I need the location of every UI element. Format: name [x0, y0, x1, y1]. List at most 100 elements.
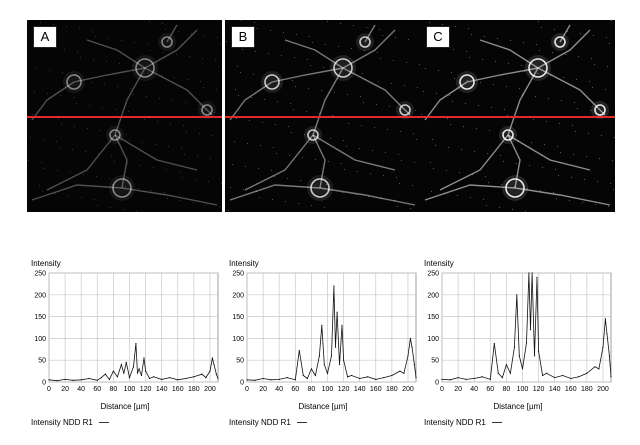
- noise-speck: [539, 50, 540, 51]
- data-point: [465, 378, 467, 380]
- noise-speck: [572, 125, 573, 126]
- data-point: [411, 346, 413, 348]
- noise-speck: [507, 115, 508, 116]
- noise-speck: [480, 82, 481, 83]
- x-tick-label: 0: [440, 386, 444, 393]
- data-point: [441, 378, 443, 380]
- noise-speck: [347, 94, 348, 95]
- cell-halo: [63, 71, 85, 93]
- data-point: [185, 377, 187, 380]
- x-tick-label: 80: [502, 386, 510, 393]
- noise-speck: [541, 27, 542, 28]
- noise-speck: [341, 163, 342, 164]
- x-tick-label: 180: [386, 386, 398, 393]
- noise-speck: [245, 166, 246, 167]
- x-tick-label: 60: [93, 386, 101, 393]
- noise-speck: [228, 210, 229, 211]
- data-point: [516, 294, 518, 296]
- noise-speck: [454, 78, 455, 79]
- noise-speck: [292, 80, 293, 81]
- data-point: [136, 372, 139, 374]
- noise-speck: [377, 52, 378, 53]
- noise-speck: [521, 65, 522, 66]
- y-tick-label: 150: [427, 314, 439, 321]
- data-point: [536, 276, 538, 278]
- neurite: [466, 67, 539, 83]
- data-point: [64, 378, 66, 380]
- x-tick-label: 80: [109, 386, 117, 393]
- noise-speck: [611, 20, 612, 21]
- data-point: [306, 377, 308, 380]
- cell-body: [264, 74, 280, 90]
- data-point: [529, 329, 532, 331]
- plot-area: 0 20 40 60 80 100 120 140 160 180 200 0 50 100 150 200 2…: [34, 271, 219, 393]
- noise-speck: [326, 184, 327, 185]
- line-profile-marker: [420, 116, 615, 118]
- data-point: [144, 370, 147, 372]
- noise-speck: [362, 73, 363, 74]
- data-point: [610, 376, 612, 378]
- noise-speck: [121, 40, 122, 41]
- cell-body: [333, 58, 353, 78]
- data-point: [88, 377, 90, 380]
- noise-speck: [399, 183, 400, 184]
- noise-speck: [162, 23, 163, 24]
- x-tick-label: 20: [454, 386, 462, 393]
- noise-speck: [258, 168, 259, 169]
- noise-speck: [501, 184, 502, 185]
- noise-speck: [466, 51, 467, 52]
- data-point: [546, 372, 548, 374]
- noise-speck: [469, 57, 470, 58]
- data-point: [153, 376, 155, 378]
- cell-halo: [158, 33, 176, 51]
- data-point: [318, 355, 321, 357]
- noise-speck: [79, 28, 80, 29]
- noise-speck: [55, 193, 56, 194]
- noise-speck: [199, 133, 200, 134]
- noise-speck: [176, 54, 177, 55]
- data-point: [375, 378, 377, 380]
- noise-speck: [497, 38, 498, 39]
- noise-speck: [550, 75, 551, 76]
- noise-speck: [493, 84, 494, 85]
- noise-speck: [32, 114, 33, 115]
- noise-speck: [607, 66, 608, 67]
- noise-speck: [254, 22, 255, 23]
- legend-swatch: [98, 422, 109, 424]
- noise-speck: [535, 96, 536, 97]
- noise-speck: [438, 70, 439, 71]
- x-tick-label: 140: [549, 386, 561, 393]
- noise-speck: [165, 29, 166, 30]
- noise-speck: [455, 26, 456, 27]
- noise-speck: [415, 110, 416, 111]
- noise-speck: [401, 160, 402, 161]
- cell-halo: [591, 101, 609, 119]
- noise-speck: [361, 125, 362, 126]
- noise-speck: [483, 199, 484, 200]
- data-point: [148, 377, 151, 380]
- noise-speck: [157, 121, 158, 122]
- data-point: [606, 333, 608, 335]
- noise-speck: [523, 42, 524, 43]
- noise-speck: [256, 191, 257, 192]
- neurite: [46, 134, 116, 191]
- noise-speck: [338, 46, 339, 47]
- data-point: [399, 370, 401, 372]
- intensity-chart-a: Intensity 0 20 40 60 80 100 120 140 160 180 200 0 50…: [25, 255, 225, 430]
- noise-speck: [262, 122, 263, 123]
- noise-speck: [606, 37, 607, 38]
- noise-speck: [332, 115, 333, 116]
- noise-speck: [448, 147, 449, 148]
- noise-speck: [591, 58, 592, 59]
- noise-speck: [189, 56, 190, 57]
- data-point: [608, 355, 610, 357]
- noise-speck: [47, 93, 48, 94]
- x-tick-label: 100: [322, 386, 334, 393]
- noise-speck: [172, 100, 173, 101]
- noise-speck: [488, 182, 489, 183]
- noise-speck: [127, 163, 128, 164]
- noise-speck: [586, 156, 587, 157]
- noise-speck: [59, 147, 60, 148]
- noise-speck: [161, 75, 162, 76]
- noise-speck: [145, 67, 146, 68]
